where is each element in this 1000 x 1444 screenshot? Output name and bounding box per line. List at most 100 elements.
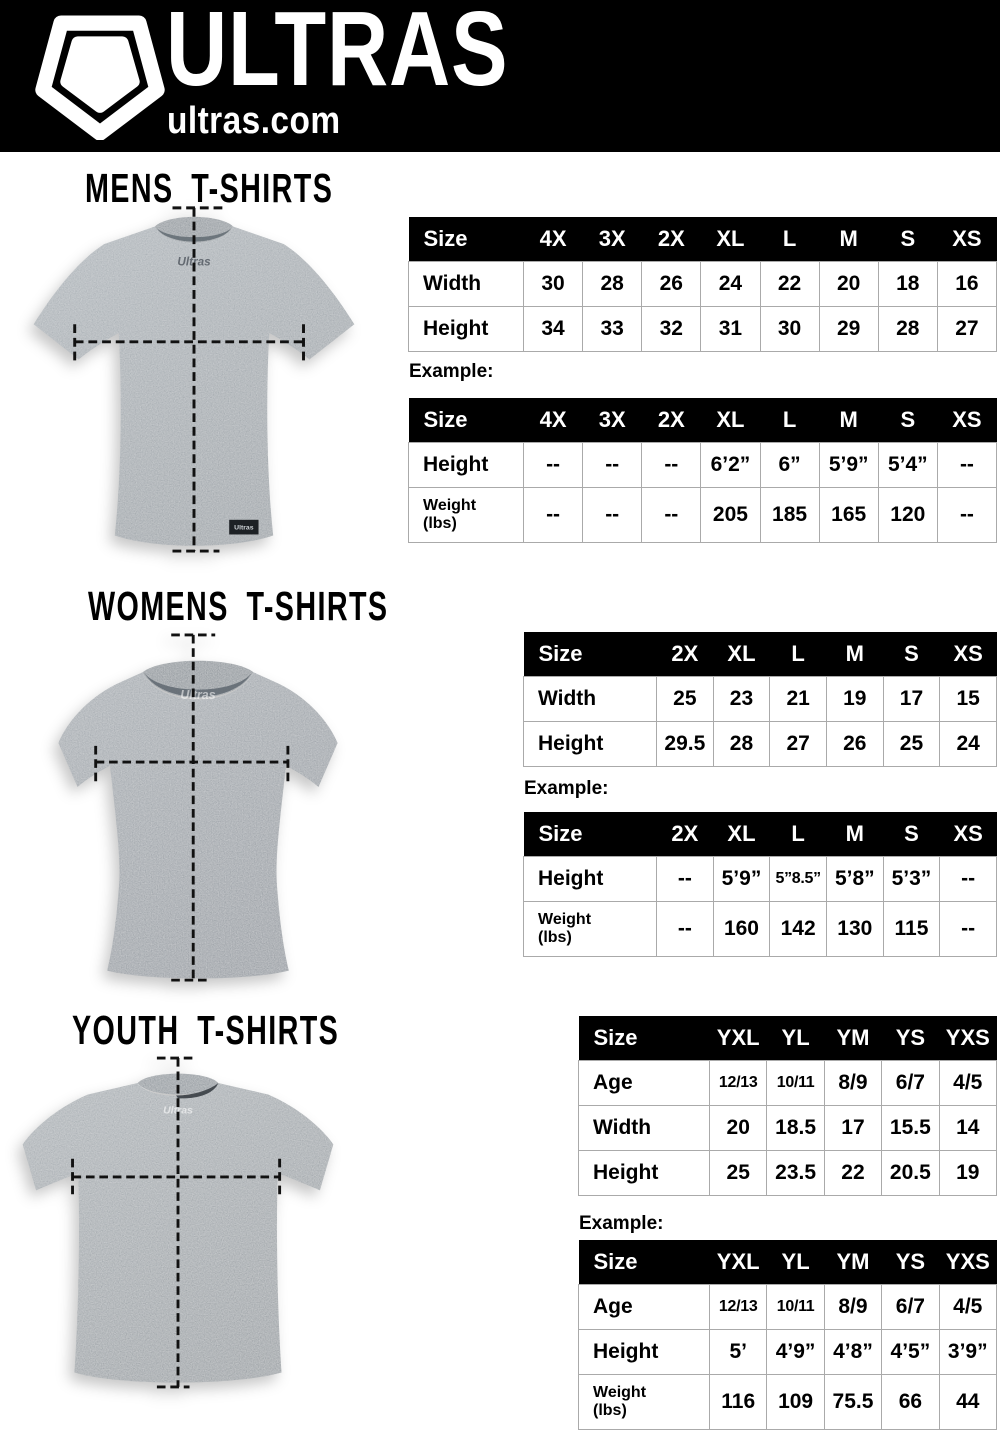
table-row: Height 5’ 4’9” 4’8” 4’5” 3’9” (578, 1329, 998, 1375)
value-cell: -- (936, 442, 998, 488)
value-cell: 24 (939, 721, 997, 767)
row-label: Height (578, 1150, 710, 1196)
value-cell: 16 (936, 261, 998, 307)
table-row: Age 12/13 10/11 8/9 6/7 4/5 (578, 1284, 998, 1330)
value-cell: 23.5 (766, 1150, 825, 1196)
row-label: Width (408, 261, 524, 307)
value-cell: 28 (582, 261, 643, 307)
table-row: Age 12/13 10/11 8/9 6/7 4/5 (578, 1060, 998, 1106)
size-header: YS (881, 1240, 940, 1285)
youth-example-table: Size YXL YL YM YS YXS Age 12/13 10/11 8/9 6/7 4/5 He… (578, 1240, 998, 1430)
value-cell: 4/5 (938, 1060, 998, 1106)
value-cell: -- (641, 487, 702, 543)
value-cell: 26 (825, 721, 884, 767)
value-cell: 32 (641, 306, 702, 352)
size-header: XL (713, 812, 770, 857)
value-cell: 21 (769, 676, 827, 722)
table-row: Height 25 23.5 22 20.5 19 (578, 1150, 998, 1196)
row-label: Weight (lbs) (408, 487, 524, 543)
value-cell: 115 (882, 901, 941, 957)
value-cell: 27 (769, 721, 827, 767)
value-cell: 6” (759, 442, 820, 488)
value-cell: 5’9” (818, 442, 879, 488)
value-cell: 23 (712, 676, 771, 722)
table-row: Width 30 28 26 24 22 20 18 16 (408, 261, 998, 307)
value-cell: 26 (641, 261, 702, 307)
size-header: XL (713, 632, 770, 677)
table-row: Width 20 18.5 17 15.5 14 (578, 1105, 998, 1151)
size-header: S (878, 217, 938, 262)
table-row: Height 34 33 32 31 30 29 28 27 (408, 306, 998, 352)
mens-size-table: Size 4X 3X 2X XL L M S XS Width 30 28 26 24 22 20 18 16 He… (408, 217, 998, 352)
size-header: 4X (523, 398, 583, 443)
value-cell: 165 (818, 487, 879, 543)
value-cell: 5’9” (712, 856, 771, 902)
row-label: Weight (lbs) (578, 1374, 710, 1430)
size-header: XL (700, 398, 760, 443)
womens-shirt-body (58, 672, 338, 979)
size-header: YM (824, 1240, 882, 1285)
row-label: Height (408, 442, 524, 488)
row-label: Weight (lbs) (523, 901, 657, 957)
value-cell: -- (522, 487, 584, 543)
measurement-lines (71, 1056, 282, 1389)
value-cell: 29 (818, 306, 879, 352)
value-cell: -- (656, 856, 714, 902)
value-cell: 75.5 (823, 1374, 883, 1430)
value-cell: 5”8.5” (769, 856, 827, 902)
value-cell: 66 (881, 1374, 940, 1430)
value-cell: 34 (522, 306, 584, 352)
table-header-row: Size YXL YL YM YS YXS (578, 1240, 997, 1285)
value-cell: -- (522, 442, 584, 488)
womens-size-table: Size 2X XL L M S XS Width 25 23 21 19 17 15 Height 29.5… (523, 632, 997, 767)
size-header: 3X (582, 217, 642, 262)
row-label: Width (578, 1105, 710, 1151)
womens-section-title: WOMENS T-SHIRTS (88, 583, 389, 629)
value-cell: 4’9” (766, 1329, 825, 1375)
value-cell: 120 (877, 487, 938, 543)
value-cell: 15 (939, 676, 997, 722)
value-cell: 28 (877, 306, 938, 352)
value-cell: -- (582, 442, 643, 488)
size-header: YL (766, 1016, 825, 1061)
value-cell: 8/9 (823, 1284, 883, 1330)
youth-tshirt-image: Ultras (22, 1056, 334, 1389)
value-cell: 109 (766, 1374, 825, 1430)
value-cell: -- (939, 901, 997, 957)
row-label: Height (578, 1329, 710, 1375)
value-cell: 5’8” (825, 856, 884, 902)
size-header: YS (881, 1016, 940, 1061)
mens-example-table: Size 4X 3X 2X XL L M S XS Height -- -- -- 6’2” 6” 5’9” 5… (408, 398, 998, 543)
table-header-row: Size 2X XL L M S XS (523, 812, 997, 857)
table-header-row: Size YXL YL YM YS YXS (578, 1016, 997, 1061)
youth-size-table: Size YXL YL YM YS YXS Age 12/13 10/11 8/9 6/7 4/5 Wi… (578, 1016, 998, 1196)
row-label: Age (578, 1060, 710, 1106)
size-header: S (878, 398, 938, 443)
row-label: Age (578, 1284, 710, 1330)
size-header: 2X (656, 812, 714, 857)
value-cell: -- (656, 901, 714, 957)
value-cell: 130 (825, 901, 884, 957)
size-header: L (760, 217, 820, 262)
value-cell: 20.5 (881, 1150, 940, 1196)
value-cell: 4/5 (938, 1284, 998, 1330)
row-label: Height (523, 721, 657, 767)
table-header-row: Size 4X 3X 2X XL L M S XS (408, 217, 997, 262)
value-cell: 142 (769, 901, 827, 957)
value-cell: 10/11 (766, 1060, 825, 1106)
value-cell: 5’3” (882, 856, 941, 902)
size-header: 2X (656, 632, 714, 677)
youth-collar-shadow (176, 1082, 219, 1099)
value-cell: 18 (877, 261, 938, 307)
value-cell: 22 (759, 261, 820, 307)
value-cell: -- (936, 487, 998, 543)
size-column-header: Size (578, 1016, 710, 1061)
value-cell: 25 (708, 1150, 768, 1196)
mens-collar-shadow (156, 228, 232, 242)
value-cell: 6/7 (881, 1284, 940, 1330)
table-header-row: Size 4X 3X 2X XL L M S XS (408, 398, 997, 443)
table-row: Height -- 5’9” 5”8.5” 5’8” 5’3” -- (523, 856, 997, 902)
table-row: Height 29.5 28 27 26 25 24 (523, 721, 997, 767)
size-header: YXL (709, 1016, 767, 1061)
value-cell: 12/13 (708, 1284, 768, 1330)
